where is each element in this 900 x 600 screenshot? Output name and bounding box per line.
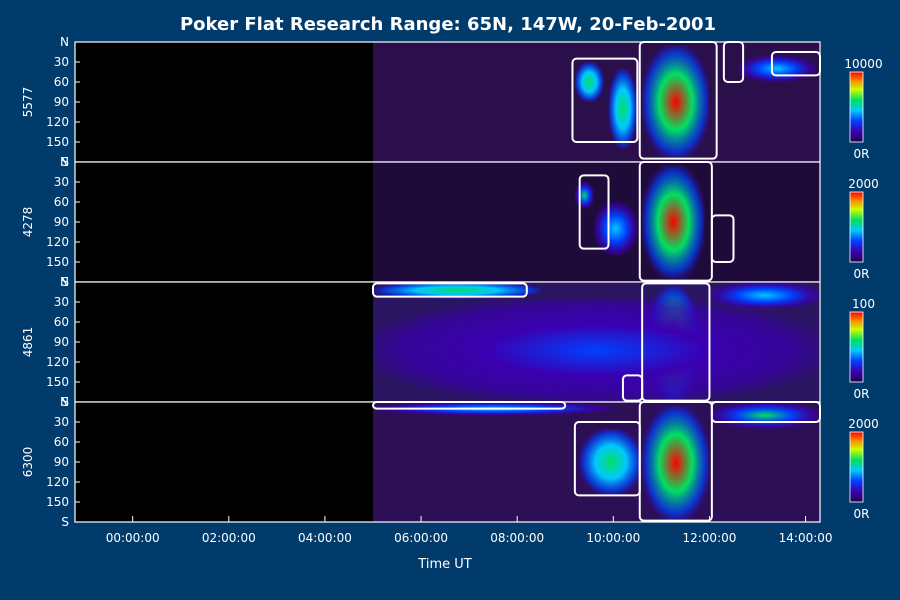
y-tick-label: 30: [54, 415, 69, 429]
intensity-contour: [571, 57, 639, 144]
x-tick-label: 08:00:00: [490, 531, 544, 545]
y-tick-label: S: [61, 515, 69, 529]
panel-4861: N 30 60 90 120 150 S 4861 100 0R: [21, 275, 875, 409]
panel-wavelength-label: 4278: [21, 207, 35, 238]
x-axis: 00:00:00 02:00:00 04:00:00 06:00:00 08:00:00…: [106, 516, 833, 545]
intensity-contour: [578, 174, 610, 250]
colorbar-min-label: 0R: [854, 507, 870, 521]
y-tick-label: 30: [54, 295, 69, 309]
x-tick-label: 00:00:00: [106, 531, 160, 545]
colorbar-min-label: 0R: [854, 147, 870, 161]
emission-region: [642, 165, 705, 279]
y-tick-label: 30: [54, 175, 69, 189]
y-tick-label: N: [60, 155, 69, 169]
y-tick-label: 90: [54, 215, 69, 229]
panels-group: N 30 60 90 120 150 S 5577 10000 0R N 30 60 90 120 150 S 4…: [21, 35, 883, 529]
y-tick-label: N: [60, 275, 69, 289]
y-tick-label: 120: [46, 475, 69, 489]
colorbar-max-label: 10000: [844, 57, 882, 71]
panel-4278: N 30 60 90 120 150 S 4278 2000 0R: [21, 155, 879, 289]
x-tick-label: 10:00:00: [586, 531, 640, 545]
panel-6300: N 30 60 90 120 150 S 6300 2000 0R: [21, 395, 879, 529]
x-tick-label: 12:00:00: [682, 531, 736, 545]
y-tick-label: 120: [46, 235, 69, 249]
y-tick-label: 30: [54, 55, 69, 69]
x-axis-label: Time UT: [417, 557, 471, 572]
emission-region: [709, 282, 820, 309]
y-tick-label: 90: [54, 335, 69, 349]
intensity-contour: [710, 214, 735, 263]
colorbar: [849, 71, 864, 143]
panel-wavelength-label: 6300: [21, 447, 35, 478]
y-tick-label: 90: [54, 95, 69, 109]
colorbar: [849, 191, 864, 263]
colorbar-min-label: 0R: [854, 387, 870, 401]
y-tick-label: 120: [46, 355, 69, 369]
y-tick-label: S: [61, 275, 69, 289]
intensity-contour: [372, 282, 528, 298]
y-tick-label: 150: [46, 255, 69, 269]
colorbar-max-label: 100: [852, 297, 875, 311]
intensity-contour: [621, 374, 644, 402]
emission-region: [594, 202, 638, 256]
y-tick-label: 60: [54, 195, 69, 209]
emission-region: [738, 55, 816, 82]
x-tick-label: 14:00:00: [779, 531, 833, 545]
y-tick-label: 60: [54, 75, 69, 89]
y-tick-label: 60: [54, 315, 69, 329]
colorbar-min-label: 0R: [854, 267, 870, 281]
y-tick-label: S: [61, 155, 69, 169]
emission-region: [608, 68, 638, 149]
x-tick-label: 06:00:00: [394, 531, 448, 545]
y-tick-label: S: [61, 395, 69, 409]
y-tick-label: 120: [46, 115, 69, 129]
y-tick-label: N: [60, 395, 69, 409]
y-tick-label: N: [60, 35, 69, 49]
emission-region: [642, 45, 710, 159]
colorbar-max-label: 2000: [848, 417, 879, 431]
emission-region: [373, 298, 820, 402]
y-tick-label: 150: [46, 495, 69, 509]
y-tick-label: 90: [54, 455, 69, 469]
intensity-contour: [641, 282, 711, 402]
emission-region: [574, 182, 595, 209]
y-tick-label: 150: [46, 375, 69, 389]
emission-region: [574, 62, 604, 102]
chart-title: Poker Flat Research Range: 65N, 147W, 20…: [180, 14, 716, 35]
colorbar: [849, 431, 864, 503]
y-tick-label: 150: [46, 135, 69, 149]
y-tick-label: 60: [54, 435, 69, 449]
emission-region: [579, 428, 643, 496]
panel-wavelength-label: 4861: [21, 327, 35, 358]
panel-5577: N 30 60 90 120 150 S 5577 10000 0R: [21, 35, 883, 169]
x-tick-label: 04:00:00: [298, 531, 352, 545]
colorbar: [849, 311, 864, 383]
emission-region: [373, 282, 542, 299]
emission-region: [709, 402, 820, 429]
x-tick-label: 02:00:00: [202, 531, 256, 545]
panel-wavelength-label: 5577: [21, 87, 35, 118]
intensity-contour: [573, 421, 641, 497]
emission-region: [642, 405, 710, 521]
colorbar-max-label: 2000: [848, 177, 879, 191]
